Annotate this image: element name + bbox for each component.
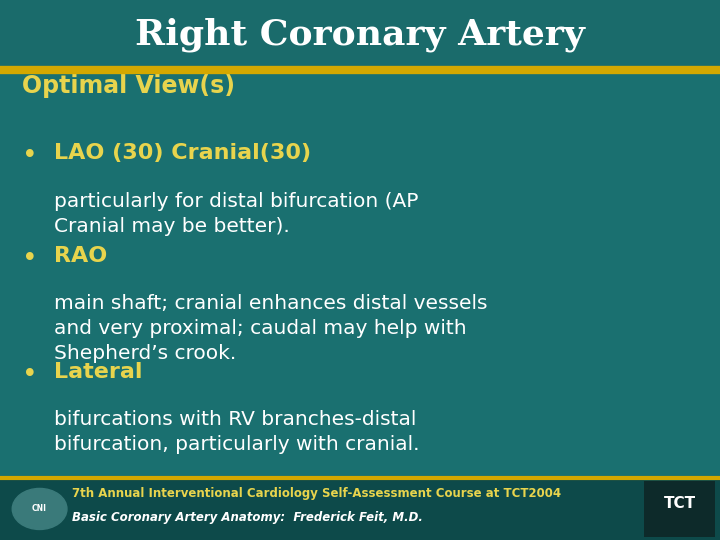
- FancyBboxPatch shape: [0, 0, 720, 70]
- Text: LAO (30) Cranial(30): LAO (30) Cranial(30): [54, 143, 311, 163]
- Text: main shaft; cranial enhances distal vessels
and very proximal; caudal may help w: main shaft; cranial enhances distal vess…: [54, 294, 487, 363]
- Text: Optimal View(s): Optimal View(s): [22, 75, 235, 98]
- Text: •: •: [22, 246, 37, 272]
- Text: Right Coronary Artery: Right Coronary Artery: [135, 18, 585, 52]
- Text: particularly for distal bifurcation (AP
Cranial may be better).: particularly for distal bifurcation (AP …: [54, 192, 418, 235]
- Text: •: •: [22, 143, 37, 169]
- Circle shape: [12, 488, 67, 529]
- Text: RAO: RAO: [54, 246, 107, 266]
- Text: •: •: [22, 362, 37, 388]
- Text: Basic Coronary Artery Anatomy:  Frederick Feit, M.D.: Basic Coronary Artery Anatomy: Frederick…: [72, 511, 423, 524]
- Text: Lateral: Lateral: [54, 362, 143, 382]
- Text: bifurcations with RV branches-distal
bifurcation, particularly with cranial.: bifurcations with RV branches-distal bif…: [54, 410, 420, 454]
- FancyBboxPatch shape: [644, 481, 715, 537]
- FancyBboxPatch shape: [0, 478, 720, 540]
- Text: TCT: TCT: [664, 496, 696, 511]
- Text: CNI: CNI: [32, 504, 47, 514]
- Text: 7th Annual Interventional Cardiology Self-Assessment Course at TCT2004: 7th Annual Interventional Cardiology Sel…: [72, 487, 561, 500]
